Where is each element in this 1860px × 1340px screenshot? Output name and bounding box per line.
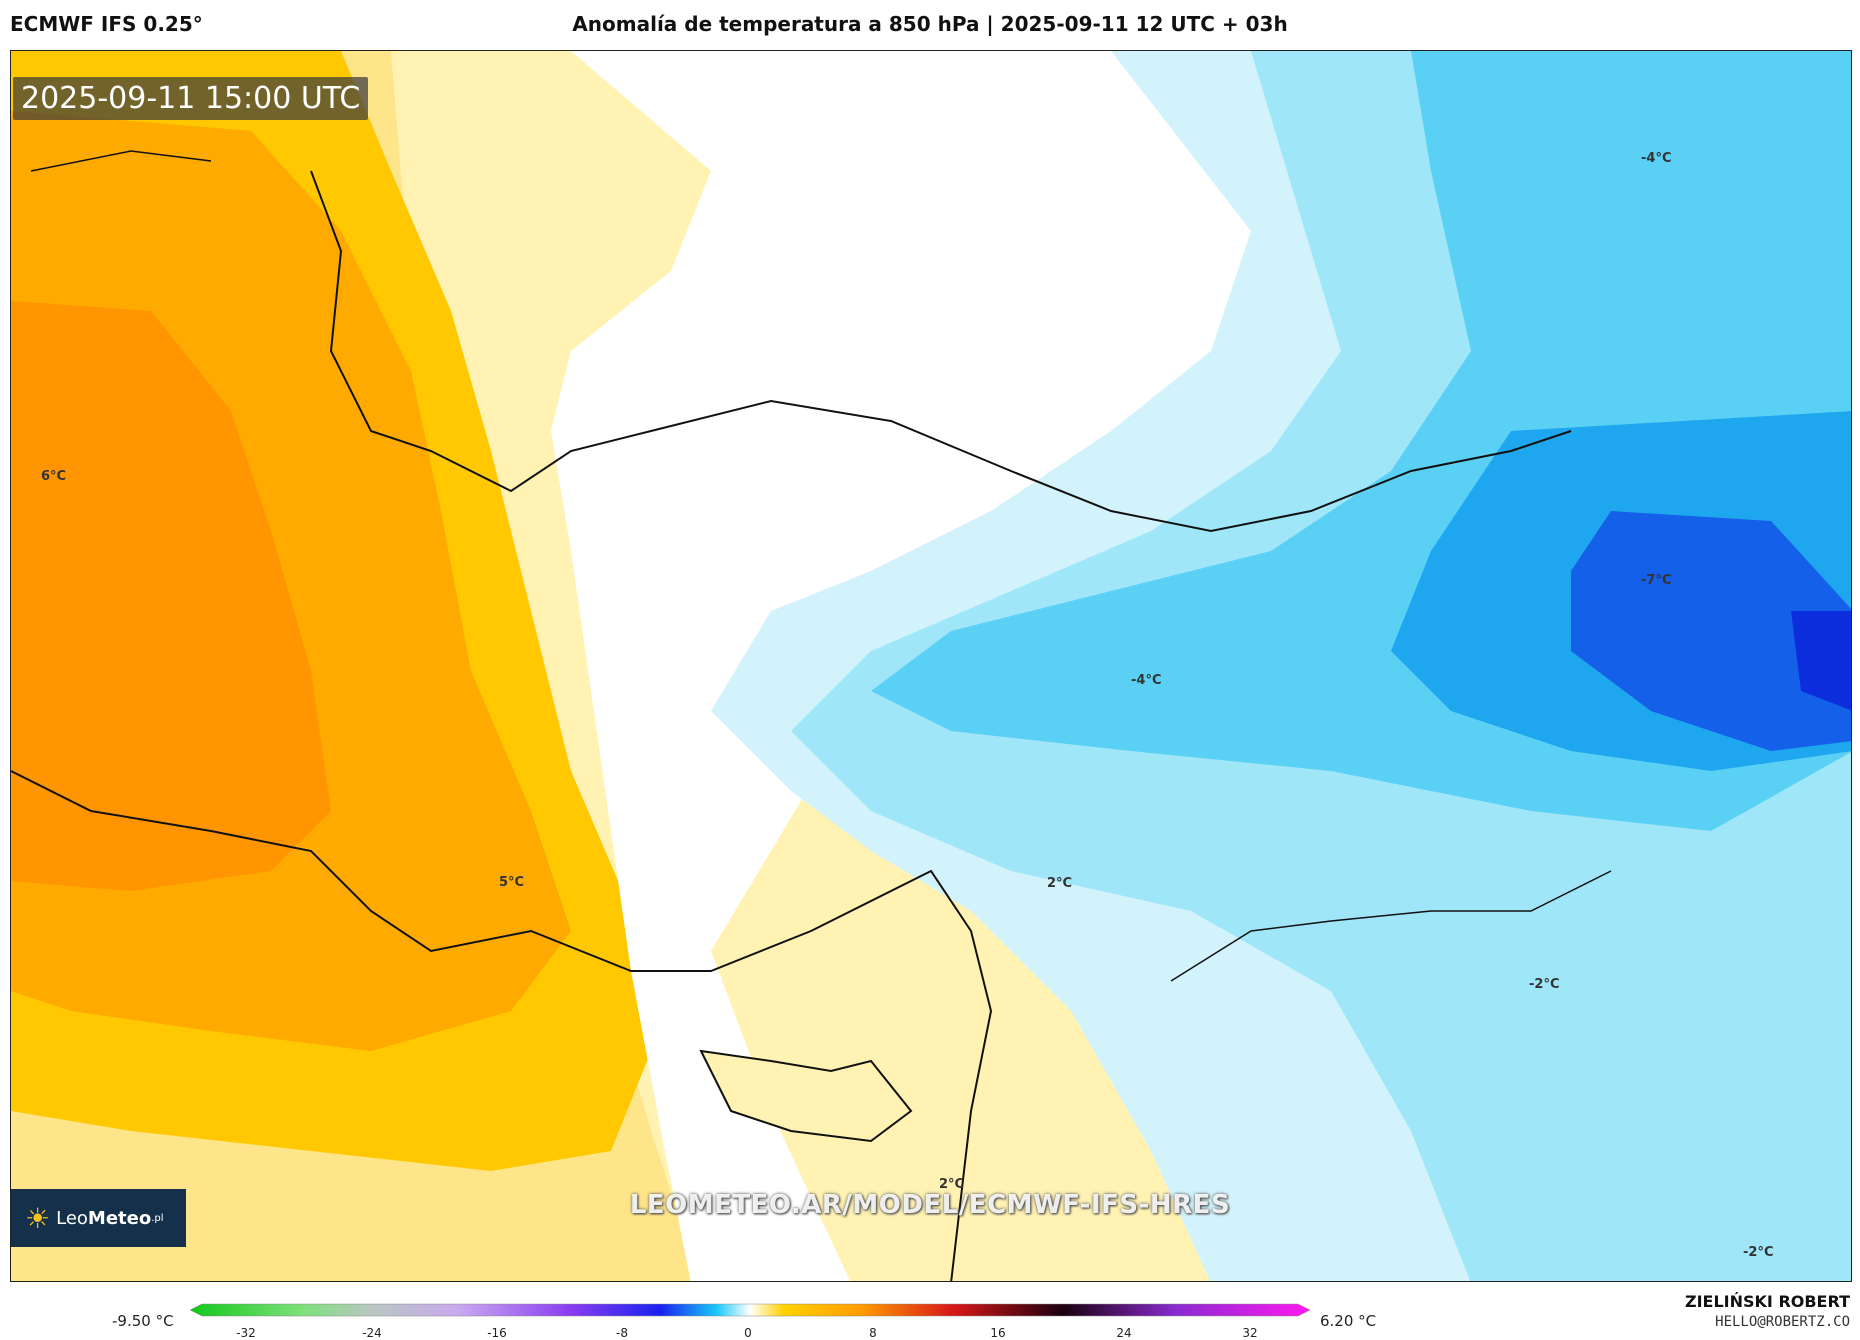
northwest-coastline bbox=[30, 150, 212, 172]
scale-tick: 24 bbox=[1116, 1326, 1132, 1340]
legend-max-label: 6.20 °C bbox=[1320, 1312, 1377, 1330]
anomaly-map bbox=[11, 51, 1851, 1281]
north-coastline bbox=[310, 170, 1572, 533]
contour-label: 2°C bbox=[939, 1177, 965, 1192]
scale-tick: 0 bbox=[744, 1326, 752, 1340]
timestamp-badge: 2025-09-11 15:00 UTC bbox=[13, 77, 369, 120]
contour-label: -4°C bbox=[1131, 673, 1162, 688]
border-line bbox=[1170, 870, 1612, 982]
model-name: ECMWF IFS 0.25° bbox=[10, 12, 203, 36]
sun-icon: ☀ bbox=[25, 1201, 51, 1235]
color-scale-bar bbox=[190, 1303, 1310, 1317]
map-panel[interactable]: 2025-09-11 15:00 UTC 6°C 5°C 2°C 2°C -4°… bbox=[10, 50, 1852, 1282]
neutral-zone bbox=[551, 51, 1341, 1281]
south-coastline bbox=[11, 770, 993, 1281]
scale-tick: -32 bbox=[236, 1326, 256, 1340]
contour-label: -2°C bbox=[1743, 1245, 1774, 1260]
scale-tick: -24 bbox=[362, 1326, 382, 1340]
contour-label: -7°C bbox=[1641, 573, 1672, 588]
logo-text-leo: Leo bbox=[56, 1207, 88, 1229]
deep-orange-zone bbox=[11, 301, 331, 891]
leometeo-logo[interactable]: ☀ Leo Meteo .pl bbox=[11, 1189, 186, 1247]
source-watermark: LEOMETEO.AR/MODEL/ECMWF-IFS-HRES bbox=[629, 1190, 1231, 1220]
scale-tick: -16 bbox=[487, 1326, 507, 1340]
scale-tick: 16 bbox=[990, 1326, 1006, 1340]
contour-label: 2°C bbox=[1047, 876, 1073, 891]
chart-title: Anomalía de temperatura a 850 hPa | 2025… bbox=[572, 12, 1288, 36]
contour-label: 5°C bbox=[499, 875, 525, 890]
legend-min-label: -9.50 °C bbox=[112, 1312, 174, 1330]
scale-tick: 32 bbox=[1242, 1326, 1258, 1340]
contour-label: -2°C bbox=[1529, 977, 1560, 992]
logo-text-suffix: .pl bbox=[151, 1212, 164, 1224]
contour-label: -4°C bbox=[1641, 151, 1672, 166]
contour-label: 6°C bbox=[41, 469, 67, 484]
scale-tick: 8 bbox=[869, 1326, 877, 1340]
scale-tick: -8 bbox=[616, 1326, 628, 1340]
author-name: ZIELIŃSKI ROBERT bbox=[1684, 1292, 1850, 1311]
island bbox=[699, 1049, 913, 1143]
author-email[interactable]: HELLO@ROBERTZ.CO bbox=[1715, 1314, 1850, 1330]
coldest-zone bbox=[1571, 511, 1851, 751]
logo-text-meteo: Meteo bbox=[87, 1207, 152, 1229]
core-cold-zone bbox=[1791, 611, 1851, 711]
